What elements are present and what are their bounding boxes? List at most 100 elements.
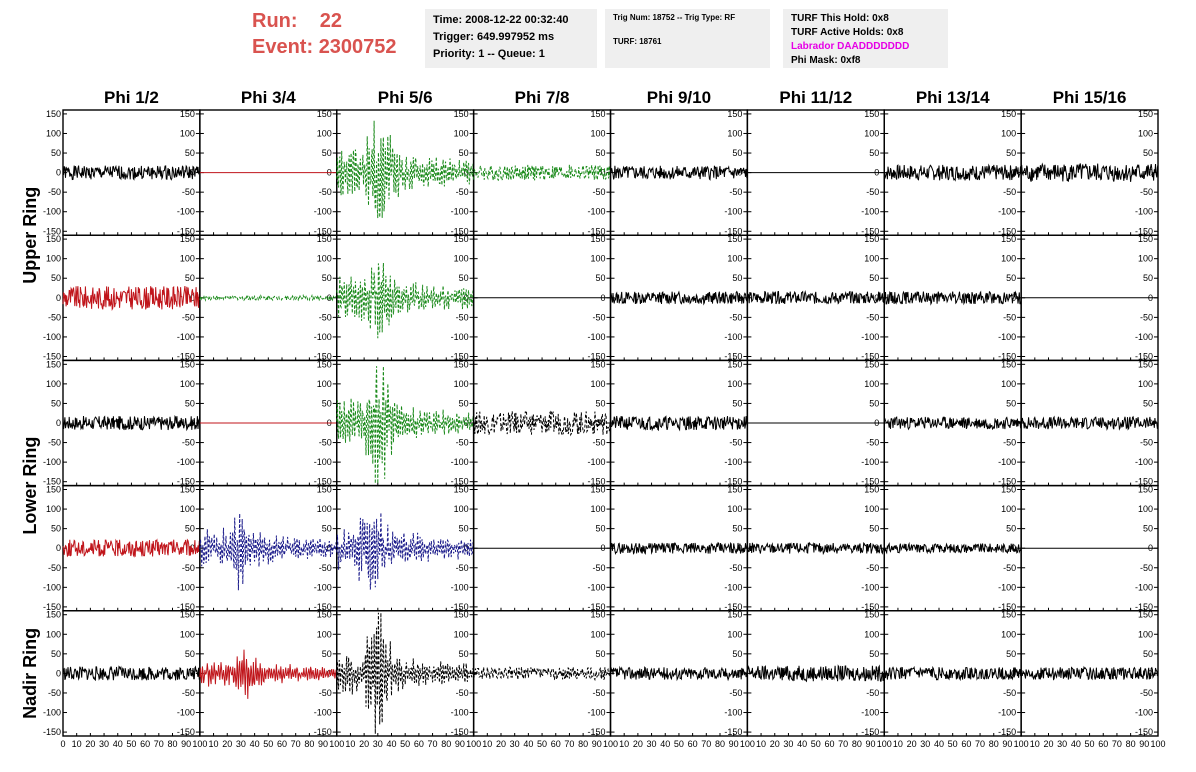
y-tick-label: 0: [464, 543, 469, 553]
y-tick-label: -150: [314, 226, 332, 236]
x-tick-label: 100: [1014, 739, 1029, 749]
waveform-trace: [746, 664, 885, 683]
waveform-trace: [883, 416, 1022, 431]
y-tick-label: -150: [587, 602, 605, 612]
y-tick-label: -100: [43, 207, 61, 217]
x-tick-label: 90: [592, 739, 602, 749]
y-tick-label: -50: [48, 187, 61, 197]
y-tick-label: -150: [724, 602, 742, 612]
y-tick-label: 50: [595, 524, 605, 534]
x-tick-label: 50: [537, 739, 547, 749]
y-tick-label: 50: [322, 524, 332, 534]
y-tick-label: -100: [43, 708, 61, 718]
x-tick-label: 70: [975, 739, 985, 749]
y-tick-label: -50: [866, 563, 879, 573]
x-tick-label: 80: [715, 739, 725, 749]
y-tick-label: 50: [1143, 524, 1153, 534]
y-tick-label: -150: [451, 226, 469, 236]
y-tick-label: 50: [1006, 649, 1016, 659]
y-tick-label: 50: [51, 649, 61, 659]
y-tick-label: 150: [454, 109, 469, 119]
y-tick-label: 50: [1006, 398, 1016, 408]
y-tick-label: -50: [182, 438, 195, 448]
x-tick-label: 10: [209, 739, 219, 749]
y-tick-label: -150: [451, 602, 469, 612]
x-tick-label: 90: [181, 739, 191, 749]
y-tick-label: -50: [182, 688, 195, 698]
y-tick-label: 100: [1001, 504, 1016, 514]
y-tick-label: 50: [322, 273, 332, 283]
column-header: Phi 7/8: [515, 88, 570, 107]
y-tick-label: 150: [180, 485, 195, 495]
x-tick-label: 20: [222, 739, 232, 749]
y-tick-label: 100: [317, 629, 332, 639]
y-tick-label: 150: [590, 485, 605, 495]
y-tick-label: 50: [185, 524, 195, 534]
y-tick-label: -50: [48, 688, 61, 698]
y-tick-label: 50: [595, 273, 605, 283]
y-tick-label: -100: [998, 332, 1016, 342]
y-tick-label: -150: [43, 477, 61, 487]
y-tick-label: 100: [180, 254, 195, 264]
y-tick-label: 150: [727, 109, 742, 119]
y-tick-label: 50: [869, 398, 879, 408]
y-tick-label: 0: [190, 293, 195, 303]
y-tick-label: 150: [46, 485, 61, 495]
y-tick-label: -100: [861, 332, 879, 342]
waveform-trace: [336, 120, 475, 219]
y-tick-label: -150: [998, 602, 1016, 612]
waveform-trace: [473, 666, 611, 682]
y-tick-label: -100: [314, 582, 332, 592]
y-tick-label: 100: [46, 379, 61, 389]
y-tick-label: 100: [1001, 629, 1016, 639]
y-tick-label: 100: [317, 254, 332, 264]
y-tick-label: 50: [459, 524, 469, 534]
y-tick-label: -50: [1140, 563, 1153, 573]
x-tick-label: 10: [482, 739, 492, 749]
y-tick-label: 150: [317, 234, 332, 244]
y-tick-label: 50: [185, 649, 195, 659]
y-tick-label: -150: [43, 602, 61, 612]
y-tick-label: -50: [456, 688, 469, 698]
x-tick-label: 60: [551, 739, 561, 749]
x-tick-label: 50: [674, 739, 684, 749]
y-tick-label: 100: [727, 128, 742, 138]
column-header: Phi 13/14: [916, 88, 990, 107]
x-tick-label: 40: [797, 739, 807, 749]
turf-active-holds-text: TURF Active Holds: 0x8: [791, 27, 904, 38]
y-tick-label: -50: [48, 563, 61, 573]
y-tick-label: 50: [1143, 398, 1153, 408]
y-tick-label: 150: [180, 359, 195, 369]
y-tick-label: -100: [314, 457, 332, 467]
y-tick-label: -100: [451, 332, 469, 342]
y-tick-label: 50: [869, 148, 879, 158]
y-tick-label: -50: [592, 438, 605, 448]
y-tick-label: 150: [454, 610, 469, 620]
y-tick-label: 0: [56, 418, 61, 428]
y-tick-label: -150: [177, 602, 195, 612]
y-tick-label: -50: [1003, 438, 1016, 448]
y-tick-label: -50: [729, 187, 742, 197]
waveform-trace: [883, 163, 1022, 182]
x-tick-label: 90: [1002, 739, 1012, 749]
y-tick-label: 150: [1001, 109, 1016, 119]
waveform-trace: [610, 165, 748, 181]
y-tick-label: -50: [592, 187, 605, 197]
y-tick-label: -100: [587, 582, 605, 592]
y-tick-label: -50: [729, 312, 742, 322]
y-tick-label: 0: [874, 668, 879, 678]
y-tick-label: -150: [724, 477, 742, 487]
y-tick-label: -50: [456, 312, 469, 322]
x-tick-label: 20: [1043, 739, 1053, 749]
y-tick-label: -100: [724, 457, 742, 467]
y-tick-label: 150: [1138, 610, 1153, 620]
y-tick-label: -100: [724, 207, 742, 217]
x-tick-label: 20: [85, 739, 95, 749]
y-tick-label: 100: [1138, 629, 1153, 639]
x-tick-label: 30: [236, 739, 246, 749]
x-tick-label: 100: [192, 739, 207, 749]
turf-text: TURF: 18761: [613, 37, 662, 46]
y-tick-label: -150: [43, 351, 61, 361]
y-tick-label: -100: [587, 207, 605, 217]
y-tick-label: 100: [1138, 504, 1153, 514]
